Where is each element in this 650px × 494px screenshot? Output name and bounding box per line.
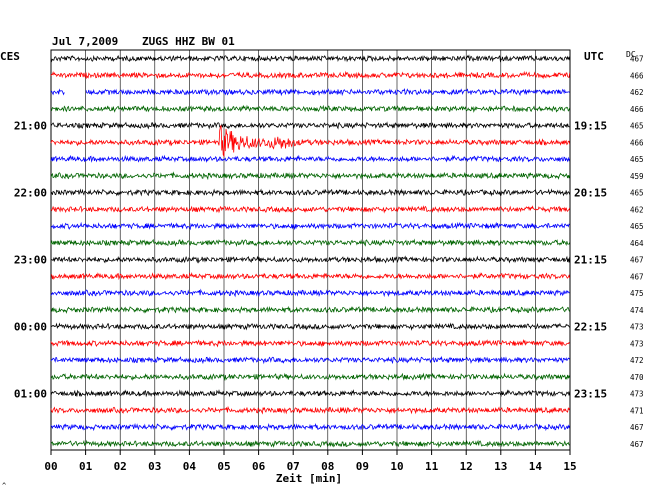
seismic-trace — [50, 121, 570, 130]
dc-value: 473 — [630, 339, 644, 348]
plot-frame — [50, 49, 571, 451]
seismic-trace — [50, 221, 570, 231]
dc-value: 464 — [630, 239, 644, 248]
seismic-trace — [50, 439, 570, 449]
x-tick-label: 08 — [321, 460, 334, 473]
seismic-trace — [50, 154, 571, 163]
dc-value: 459 — [630, 172, 644, 181]
seismic-trace — [50, 205, 571, 214]
dc-value: 475 — [630, 289, 644, 298]
x-tick-label: 02 — [114, 460, 127, 473]
right-hour-label: 23:15 — [574, 388, 607, 401]
x-tick-label: 11 — [425, 460, 439, 473]
x-tick-label: 07 — [287, 460, 300, 473]
corner-mark: ^ — [2, 482, 6, 490]
seismic-trace — [50, 339, 570, 348]
x-tick-label: 14 — [529, 460, 543, 473]
seismic-trace — [50, 271, 571, 281]
x-tick-label: 09 — [356, 460, 369, 473]
x-tick-label: 15 — [563, 460, 576, 473]
dc-value: 465 — [630, 122, 644, 131]
left-hour-label: 00:00 — [14, 321, 47, 334]
seismic-trace — [50, 305, 571, 314]
seismic-trace — [50, 372, 571, 381]
x-tick-label: 01 — [79, 460, 93, 473]
dc-column-header: DC — [626, 50, 636, 59]
dc-value: 471 — [630, 406, 644, 415]
dc-value: 470 — [630, 373, 644, 382]
right-timezone-label: UTC — [584, 50, 604, 63]
dc-value: 465 — [630, 155, 644, 164]
left-hour-label: 01:00 — [14, 388, 47, 401]
x-tick-label: 06 — [252, 460, 266, 473]
right-hour-label: 21:15 — [574, 254, 607, 267]
seismic-trace — [50, 322, 571, 331]
dc-value: 465 — [630, 189, 644, 198]
dc-value: 472 — [630, 356, 644, 365]
x-axis-ticks: 00 01 02 03 04 05 06 07 08 09 10 11 12 13 14 15 — [44, 450, 577, 473]
right-hour-label: 19:15 — [574, 120, 607, 133]
right-hour-labels: 19:15 20:15 21:15 22:15 23:15 — [574, 120, 607, 401]
seismic-trace — [50, 422, 571, 432]
seismic-trace — [50, 255, 571, 264]
seismic-trace — [51, 188, 571, 197]
seismic-trace — [50, 405, 571, 415]
left-hour-labels: 21:00 22:00 23:00 00:00 01:00 — [14, 120, 47, 401]
dc-value: 466 — [630, 71, 644, 80]
left-hour-label: 21:00 — [14, 120, 47, 133]
seismic-trace — [50, 125, 571, 158]
seismic-trace — [50, 171, 571, 181]
dc-value: 467 — [630, 423, 644, 432]
dc-value: 466 — [630, 105, 644, 114]
seismic-trace — [50, 238, 571, 248]
dc-value: 467 — [630, 440, 644, 449]
x-axis-label: Zeit [min] — [276, 472, 342, 485]
header-date: Jul 7,2009 — [52, 35, 118, 48]
left-hour-label: 23:00 — [14, 254, 47, 267]
dc-value: 462 — [630, 88, 644, 97]
right-hour-label: 20:15 — [574, 187, 607, 200]
x-tick-label: 13 — [494, 460, 507, 473]
dc-value: 467 — [630, 55, 644, 64]
seismic-trace — [50, 389, 571, 398]
dc-value: 466 — [630, 138, 644, 147]
trace-group — [50, 54, 571, 449]
dc-value: 467 — [630, 272, 644, 281]
dc-value: 467 — [630, 256, 644, 265]
seismic-trace — [50, 288, 570, 298]
seismic-trace — [50, 54, 571, 63]
seismic-trace — [50, 355, 571, 365]
x-tick-label: 10 — [390, 460, 403, 473]
dc-value: 462 — [630, 205, 644, 214]
seismic-trace — [50, 88, 570, 97]
left-timezone-label: CES — [0, 50, 20, 63]
x-tick-label: 00 — [44, 460, 57, 473]
seismic-trace — [50, 70, 571, 80]
x-tick-label: 05 — [217, 460, 230, 473]
header-station: ZUGS HHZ BW 01 — [142, 35, 235, 48]
dc-value-column: 467 466 462 466 465 466 465 459 465 462 465 464 467 4… — [630, 55, 644, 449]
dc-value: 474 — [630, 306, 644, 315]
dc-value: 473 — [630, 323, 644, 332]
x-tick-label: 03 — [148, 460, 161, 473]
x-tick-label: 12 — [460, 460, 473, 473]
right-hour-label: 22:15 — [574, 321, 607, 334]
grid-lines — [50, 49, 571, 451]
dc-value: 465 — [630, 222, 644, 231]
dc-value: 473 — [630, 390, 644, 399]
seismic-trace — [50, 104, 571, 113]
left-hour-label: 22:00 — [14, 187, 47, 200]
x-tick-label: 04 — [183, 460, 197, 473]
